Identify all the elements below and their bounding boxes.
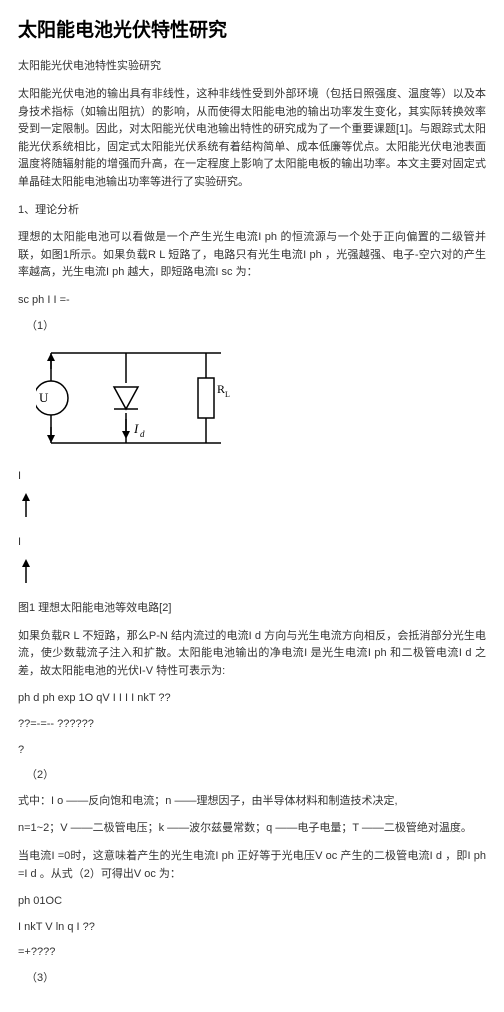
stray-symbol-1: I: [18, 468, 486, 486]
voltage-label: U: [39, 390, 49, 405]
formula-2b: ??=-=-- ??????: [18, 716, 486, 734]
equation-label-2: （2）: [18, 767, 486, 785]
stray-symbol-2: I: [18, 534, 486, 552]
formula-1: sc ph I I =-: [18, 292, 486, 310]
page-title: 太阳能电池光伏特性研究: [18, 16, 486, 46]
formula-3c: =+????: [18, 944, 486, 962]
arrow-glyph-2: [18, 559, 486, 592]
section-para-5: 当电流I =0时，这意味着产生的光生电流I ph 正好等于光电压V oc 产生的…: [18, 848, 486, 883]
equation-label-1: （1）: [18, 318, 486, 336]
circuit-figure: U I d R L: [36, 343, 486, 460]
section-para-4: n=1~2；V ——二极管电压；k ——波尔兹曼常数；q ——电子电量；T ——…: [18, 820, 486, 838]
formula-3b: I nkT V ln q I ??: [18, 919, 486, 937]
rl-sub: L: [225, 390, 230, 399]
formula-2: ph d ph exp 1O qV I I I I nkT ??: [18, 690, 486, 708]
section-para-3: 式中：I o ——反向饱和电流；n ——理想因子，由半导体材料和制造技术决定,: [18, 793, 486, 811]
section-1-label: 1、理论分析: [18, 202, 486, 220]
subtitle: 太阳能光伏电池特性实验研究: [18, 58, 486, 76]
section-1-para-1: 理想的太阳能电池可以看做是一个产生光生电流I ph 的恒流源与一个处于正向偏置的…: [18, 229, 486, 282]
id-sub: d: [140, 429, 145, 439]
section-para-2: 如果负载R L 不短路，那么P-N 结内流过的电流I d 方向与光生电流方向相反…: [18, 628, 486, 681]
rl-label: R: [217, 382, 225, 396]
figure-1-caption: 图1 理想太阳能电池等效电路[2]: [18, 600, 486, 618]
circuit-svg: U I d R L: [36, 343, 236, 453]
intro-paragraph: 太阳能光伏电池的输出具有非线性，这种非线性受到外部环境（包括日照强度、温度等）以…: [18, 86, 486, 192]
id-label: I: [133, 421, 139, 436]
formula-2c: ?: [18, 742, 486, 760]
arrow-glyph-1: [18, 493, 486, 526]
equation-label-3: （3）: [18, 970, 486, 988]
formula-3: ph 01OC: [18, 893, 486, 911]
